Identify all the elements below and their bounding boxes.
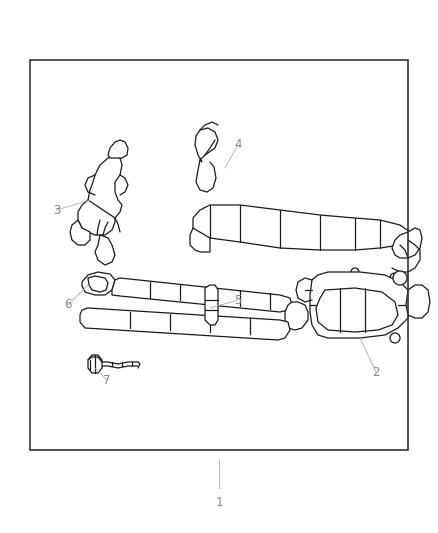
Polygon shape xyxy=(88,276,108,292)
Polygon shape xyxy=(88,155,122,222)
Polygon shape xyxy=(392,228,422,258)
Polygon shape xyxy=(95,235,115,265)
Polygon shape xyxy=(112,278,292,312)
Text: 7: 7 xyxy=(103,374,111,386)
Polygon shape xyxy=(82,272,115,295)
Polygon shape xyxy=(285,302,308,330)
Circle shape xyxy=(393,271,407,285)
Text: 4: 4 xyxy=(234,139,242,151)
Polygon shape xyxy=(193,205,410,250)
Polygon shape xyxy=(205,285,218,325)
Text: 5: 5 xyxy=(234,294,242,306)
Polygon shape xyxy=(190,228,210,252)
Polygon shape xyxy=(80,308,290,340)
Polygon shape xyxy=(406,285,430,318)
Polygon shape xyxy=(108,140,128,158)
Polygon shape xyxy=(316,288,398,332)
Polygon shape xyxy=(70,220,90,245)
Text: 3: 3 xyxy=(53,204,61,216)
Bar xyxy=(30,60,408,450)
Polygon shape xyxy=(88,355,102,373)
Text: 1: 1 xyxy=(215,497,223,510)
Polygon shape xyxy=(78,200,115,235)
Polygon shape xyxy=(195,128,218,162)
Polygon shape xyxy=(310,272,412,338)
Text: 2: 2 xyxy=(372,366,380,378)
Text: 6: 6 xyxy=(64,298,72,311)
